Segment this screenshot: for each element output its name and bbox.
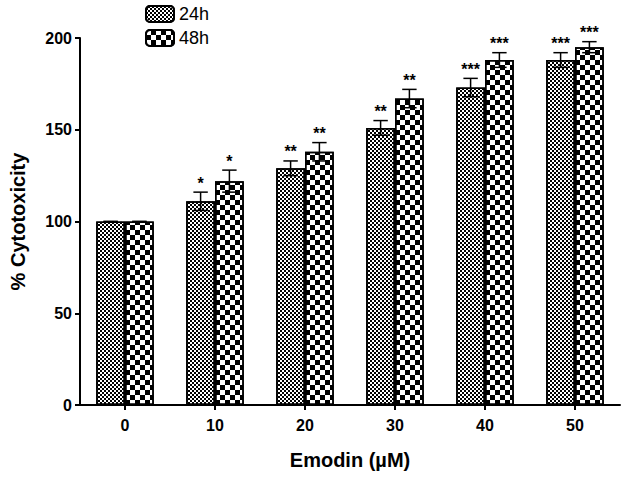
- svg-text:150: 150: [45, 121, 72, 138]
- svg-text:40: 40: [476, 417, 494, 434]
- svg-text:0: 0: [121, 417, 130, 434]
- svg-text:50: 50: [566, 417, 584, 434]
- svg-text:*: *: [197, 175, 204, 192]
- svg-text:***: ***: [490, 35, 509, 52]
- svg-text:20: 20: [296, 417, 314, 434]
- svg-text:30: 30: [386, 417, 404, 434]
- svg-text:**: **: [374, 103, 387, 120]
- svg-text:24h: 24h: [179, 4, 209, 24]
- svg-text:10: 10: [206, 417, 224, 434]
- svg-text:% Cytotoxicity: % Cytotoxicity: [7, 152, 29, 291]
- svg-text:50: 50: [54, 305, 72, 322]
- svg-text:48h: 48h: [179, 28, 209, 48]
- svg-text:0: 0: [63, 397, 72, 414]
- svg-text:***: ***: [461, 61, 480, 78]
- svg-text:Emodin (µM): Emodin (µM): [290, 449, 410, 471]
- svg-text:*: *: [226, 153, 233, 170]
- svg-text:100: 100: [45, 213, 72, 230]
- svg-text:**: **: [284, 143, 297, 160]
- svg-text:**: **: [403, 72, 416, 89]
- svg-text:200: 200: [45, 30, 72, 47]
- svg-text:***: ***: [580, 24, 599, 41]
- svg-text:**: **: [313, 125, 326, 142]
- svg-text:***: ***: [551, 35, 570, 52]
